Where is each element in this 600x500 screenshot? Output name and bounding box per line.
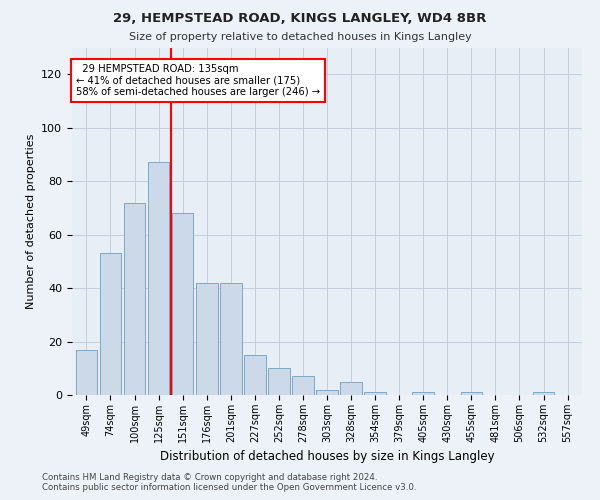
Bar: [533, 392, 554, 395]
Bar: [292, 376, 314, 395]
Bar: [412, 392, 434, 395]
Bar: [196, 282, 218, 395]
Bar: [76, 350, 97, 395]
Text: Contains HM Land Registry data © Crown copyright and database right 2024.
Contai: Contains HM Land Registry data © Crown c…: [42, 473, 416, 492]
Bar: [244, 355, 266, 395]
Bar: [148, 162, 169, 395]
Bar: [364, 392, 386, 395]
Text: 29, HEMPSTEAD ROAD, KINGS LANGLEY, WD4 8BR: 29, HEMPSTEAD ROAD, KINGS LANGLEY, WD4 8…: [113, 12, 487, 26]
Text: 29 HEMPSTEAD ROAD: 135sqm
← 41% of detached houses are smaller (175)
58% of semi: 29 HEMPSTEAD ROAD: 135sqm ← 41% of detac…: [76, 64, 320, 96]
Bar: [172, 213, 193, 395]
Text: Size of property relative to detached houses in Kings Langley: Size of property relative to detached ho…: [128, 32, 472, 42]
Bar: [268, 368, 290, 395]
Bar: [124, 202, 145, 395]
Bar: [461, 392, 482, 395]
X-axis label: Distribution of detached houses by size in Kings Langley: Distribution of detached houses by size …: [160, 450, 494, 464]
Bar: [340, 382, 362, 395]
Bar: [220, 282, 242, 395]
Bar: [316, 390, 338, 395]
Bar: [100, 254, 121, 395]
Y-axis label: Number of detached properties: Number of detached properties: [26, 134, 35, 309]
